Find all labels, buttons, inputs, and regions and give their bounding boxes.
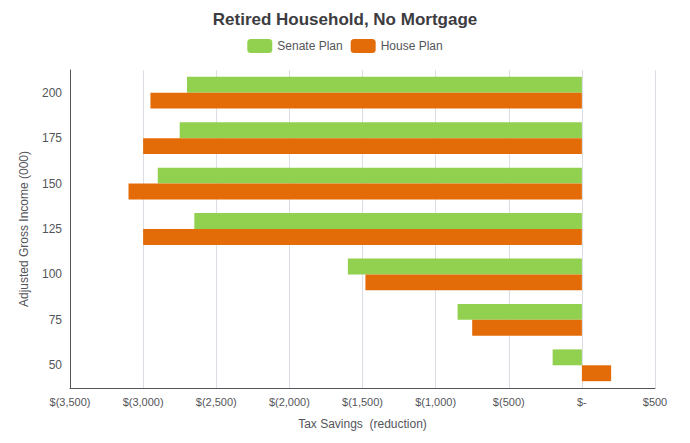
svg-text:$(500): $(500) bbox=[493, 396, 525, 408]
svg-text:175: 175 bbox=[42, 131, 62, 145]
svg-text:$(3,500): $(3,500) bbox=[50, 396, 91, 408]
svg-text:$-: $- bbox=[577, 396, 587, 408]
svg-text:Retired Household, No Mortgage: Retired Household, No Mortgage bbox=[213, 10, 477, 29]
svg-text:Adjusted Gross Income (000): Adjusted Gross Income (000) bbox=[17, 151, 31, 307]
svg-text:50: 50 bbox=[49, 358, 63, 372]
svg-text:200: 200 bbox=[42, 86, 62, 100]
svg-text:$(1,000): $(1,000) bbox=[415, 396, 456, 408]
svg-text:$(1,500): $(1,500) bbox=[342, 396, 383, 408]
svg-text:100: 100 bbox=[42, 267, 62, 281]
svg-text:125: 125 bbox=[42, 222, 62, 236]
svg-text:$500: $500 bbox=[643, 396, 667, 408]
svg-text:House Plan: House Plan bbox=[381, 39, 443, 53]
svg-text:Tax Savings (reduction): Tax Savings (reduction) bbox=[298, 417, 427, 431]
svg-text:75: 75 bbox=[49, 313, 63, 327]
svg-text:$(2,500): $(2,500) bbox=[196, 396, 237, 408]
svg-text:$(2,000): $(2,000) bbox=[269, 396, 310, 408]
svg-text:$(3,000): $(3,000) bbox=[123, 396, 164, 408]
svg-text:Senate Plan: Senate Plan bbox=[277, 39, 342, 53]
svg-text:150: 150 bbox=[42, 177, 62, 191]
